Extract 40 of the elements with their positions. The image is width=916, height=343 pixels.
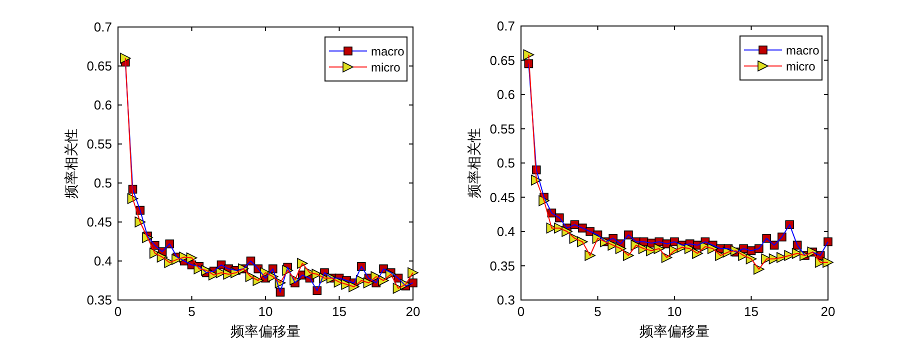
legend-label: micro <box>371 60 401 74</box>
y-tick-label: 0.35 <box>490 258 515 274</box>
x-tick-label: 20 <box>820 304 836 319</box>
x-tick-label: 10 <box>667 304 682 319</box>
point <box>408 267 418 278</box>
y-tick-label: 0.45 <box>86 214 112 230</box>
y-axis-title: 频率相关性 <box>64 128 80 198</box>
legend-label: macro <box>786 44 820 58</box>
x-tick-label: 20 <box>406 304 420 319</box>
y-tick-label: 0.6 <box>496 87 515 102</box>
legend-label: micro <box>786 60 816 74</box>
y-tick-label: 0.5 <box>496 156 515 170</box>
y-axis-title: 频率相关性 <box>467 128 483 198</box>
y-tick-label: 0.65 <box>490 52 515 68</box>
x-axis-title: 频率偏移量 <box>640 324 710 340</box>
x-tick-label: 0 <box>114 304 122 319</box>
y-tick-label: 0.6 <box>94 98 112 112</box>
y-tick-label: 0.55 <box>490 121 515 136</box>
y-tick-label: 0.55 <box>86 136 112 152</box>
y-tick-label: 0.7 <box>94 20 112 34</box>
y-tick-label: 0.3 <box>496 292 515 308</box>
y-tick-label: 0.4 <box>496 224 515 239</box>
x-tick-label: 15 <box>744 304 758 319</box>
x-tick-label: 10 <box>258 304 273 319</box>
legend-label: macro <box>371 44 405 58</box>
y-tick-label: 0.5 <box>94 176 112 190</box>
y-tick-label: 0.7 <box>496 18 515 34</box>
y-tick-label: 0.65 <box>86 58 112 74</box>
y-tick-label: 0.4 <box>94 254 112 268</box>
x-tick-label: 5 <box>594 304 602 319</box>
point <box>120 52 131 64</box>
point <box>824 237 832 246</box>
point <box>523 49 534 60</box>
x-axis-title: 频率偏移量 <box>230 324 300 340</box>
point <box>822 256 834 268</box>
y-tick-label: 0.35 <box>86 292 112 308</box>
x-tick-label: 15 <box>332 304 346 319</box>
y-tick-label: 0.45 <box>490 190 515 205</box>
x-tick-label: 0 <box>517 304 525 319</box>
x-tick-label: 5 <box>188 304 196 319</box>
